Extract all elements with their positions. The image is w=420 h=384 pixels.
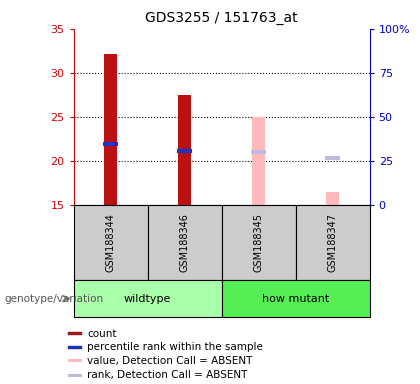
Bar (68, 332, 82, 335)
Bar (147, 205, 222, 280)
Bar (68, 346, 82, 349)
Bar (74, 205, 147, 280)
Bar (178, 95, 191, 205)
Bar (252, 117, 265, 205)
Text: GSM188347: GSM188347 (328, 214, 338, 272)
Text: GSM188344: GSM188344 (105, 214, 116, 272)
Bar (103, 142, 118, 146)
Bar (222, 205, 296, 280)
Text: value, Detection Call = ABSENT: value, Detection Call = ABSENT (87, 356, 252, 366)
Bar (222, 280, 370, 317)
Bar (296, 205, 370, 280)
Text: count: count (87, 329, 116, 339)
Bar (326, 192, 339, 205)
Bar (68, 359, 82, 362)
Text: how mutant: how mutant (262, 293, 329, 304)
Bar (68, 374, 82, 377)
Text: GSM188345: GSM188345 (254, 214, 264, 272)
Text: percentile rank within the sample: percentile rank within the sample (87, 342, 263, 352)
Text: rank, Detection Call = ABSENT: rank, Detection Call = ABSENT (87, 371, 247, 381)
Bar (325, 156, 340, 160)
Text: GSM188346: GSM188346 (179, 214, 189, 272)
Bar (251, 150, 266, 154)
Title: GDS3255 / 151763_at: GDS3255 / 151763_at (145, 11, 298, 25)
Text: genotype/variation: genotype/variation (4, 293, 103, 304)
Bar (177, 149, 192, 153)
Bar (74, 280, 222, 317)
Bar (104, 53, 117, 205)
Text: wildtype: wildtype (124, 293, 171, 304)
